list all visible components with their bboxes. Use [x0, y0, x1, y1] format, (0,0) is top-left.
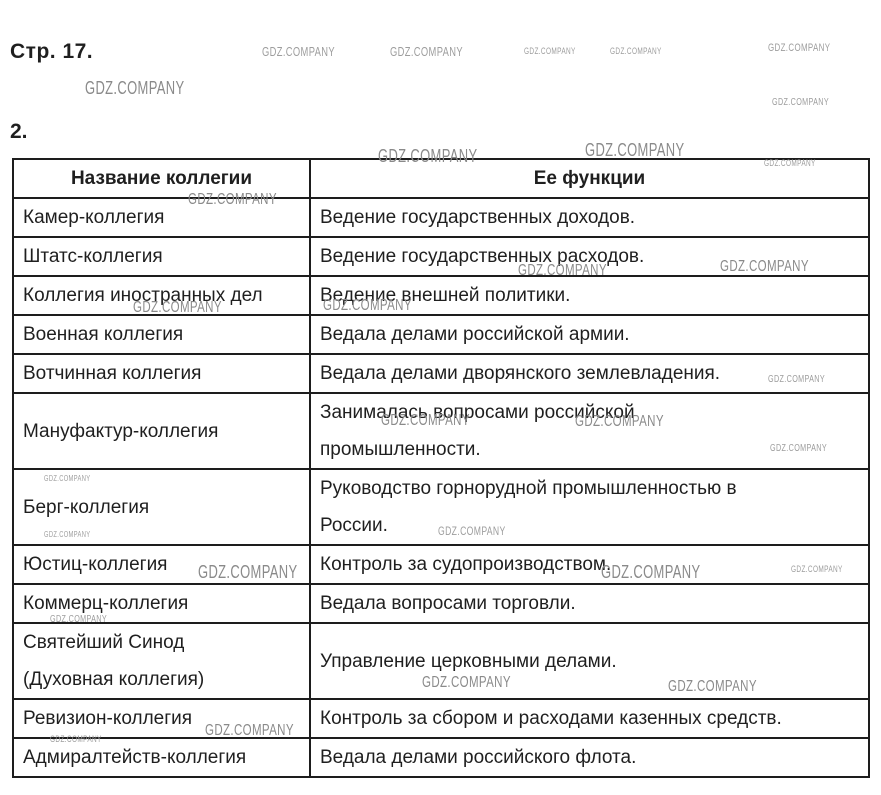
gdz-company-watermark: GDZ.COMPANY: [524, 46, 576, 56]
collegium-function-cell: Управление церковными делами.: [309, 622, 870, 700]
collegium-function-cell: Ведение внешней политики.: [309, 275, 870, 316]
table-row: Вотчинная коллегия Ведала делами дворянск…: [12, 353, 870, 394]
collegium-name-cell: Святейший Синод (Духовная коллегия): [12, 622, 311, 700]
table-row: Коммерц-коллегия Ведала вопросами торговл…: [12, 583, 870, 624]
table-row: Святейший Синод (Духовная коллегия) Управ…: [12, 622, 870, 700]
collegium-function-cell: Руководство горнорудной промышленностью …: [309, 468, 870, 546]
gdz-company-watermark: GDZ.COMPANY: [262, 44, 335, 59]
table-row: Военная коллегия Ведала делами российской…: [12, 314, 870, 355]
collegium-function-cell: Контроль за судопроизводством.: [309, 544, 870, 585]
collegium-function-cell: Занималась вопросами российской промышле…: [309, 392, 870, 470]
collegium-name-cell: Ревизион-коллегия: [12, 698, 311, 739]
page-number-heading: Стр. 17.: [10, 40, 94, 63]
gdz-company-watermark: GDZ.COMPANY: [390, 44, 463, 59]
table-row: Ревизион-коллегия Контроль за сбором и ра…: [12, 698, 870, 739]
collegium-name-cell: Юстиц-коллегия: [12, 544, 311, 585]
gdz-company-watermark: GDZ.COMPANY: [772, 97, 830, 108]
collegium-name-cell: Военная коллегия: [12, 314, 311, 355]
collegium-name-cell: Берг-коллегия: [12, 468, 311, 546]
collegium-name-cell: Коммерц-коллегия: [12, 583, 311, 624]
section-number: 2.: [10, 120, 28, 143]
collegium-function-cell: Ведала делами российской армии.: [309, 314, 870, 355]
table-row: Камер-коллегия Ведение государственных до…: [12, 197, 870, 238]
table-row: Берг-коллегия Руководство горнорудной про…: [12, 468, 870, 546]
table-row: Коллегия иностранных дел Ведение внешней …: [12, 275, 870, 316]
gdz-company-watermark: GDZ.COMPANY: [610, 46, 662, 56]
collegium-name-cell: Мануфактур-коллегия: [12, 392, 311, 470]
collegium-function-cell: Ведение государственных расходов.: [309, 236, 870, 277]
table-row: Адмиралтейств-коллегия Ведала делами росс…: [12, 737, 870, 778]
collegium-table: Название коллегии Ее функции Камер-колле…: [12, 158, 870, 778]
collegium-name-cell: Адмиралтейств-коллегия: [12, 737, 311, 778]
gdz-company-watermark: GDZ.COMPANY: [768, 42, 831, 54]
collegium-name-cell: Вотчинная коллегия: [12, 353, 311, 394]
gdz-company-watermark: GDZ.COMPANY: [85, 78, 185, 98]
collegium-name-cell: Штатс-коллегия: [12, 236, 311, 277]
collegium-function-cell: Ведение государственных доходов.: [309, 197, 870, 238]
column-header-name: Название коллегии: [12, 158, 311, 199]
collegium-function-cell: Ведала делами российского флота.: [309, 737, 870, 778]
column-header-function: Ее функции: [309, 158, 870, 199]
table-row: Штатс-коллегия Ведение государственных ра…: [12, 236, 870, 277]
collegium-name-cell: Коллегия иностранных дел: [12, 275, 311, 316]
table-header-row: Название коллегии Ее функции: [12, 158, 870, 199]
collegium-name-cell: Камер-коллегия: [12, 197, 311, 238]
collegium-function-cell: Ведала вопросами торговли.: [309, 583, 870, 624]
collegium-function-cell: Ведала делами дворянского землевладения.: [309, 353, 870, 394]
table-row: Юстиц-коллегия Контроль за судопроизводст…: [12, 544, 870, 585]
table-row: Мануфактур-коллегия Занималась вопросами …: [12, 392, 870, 470]
collegium-function-cell: Контроль за сбором и расходами казенных …: [309, 698, 870, 739]
